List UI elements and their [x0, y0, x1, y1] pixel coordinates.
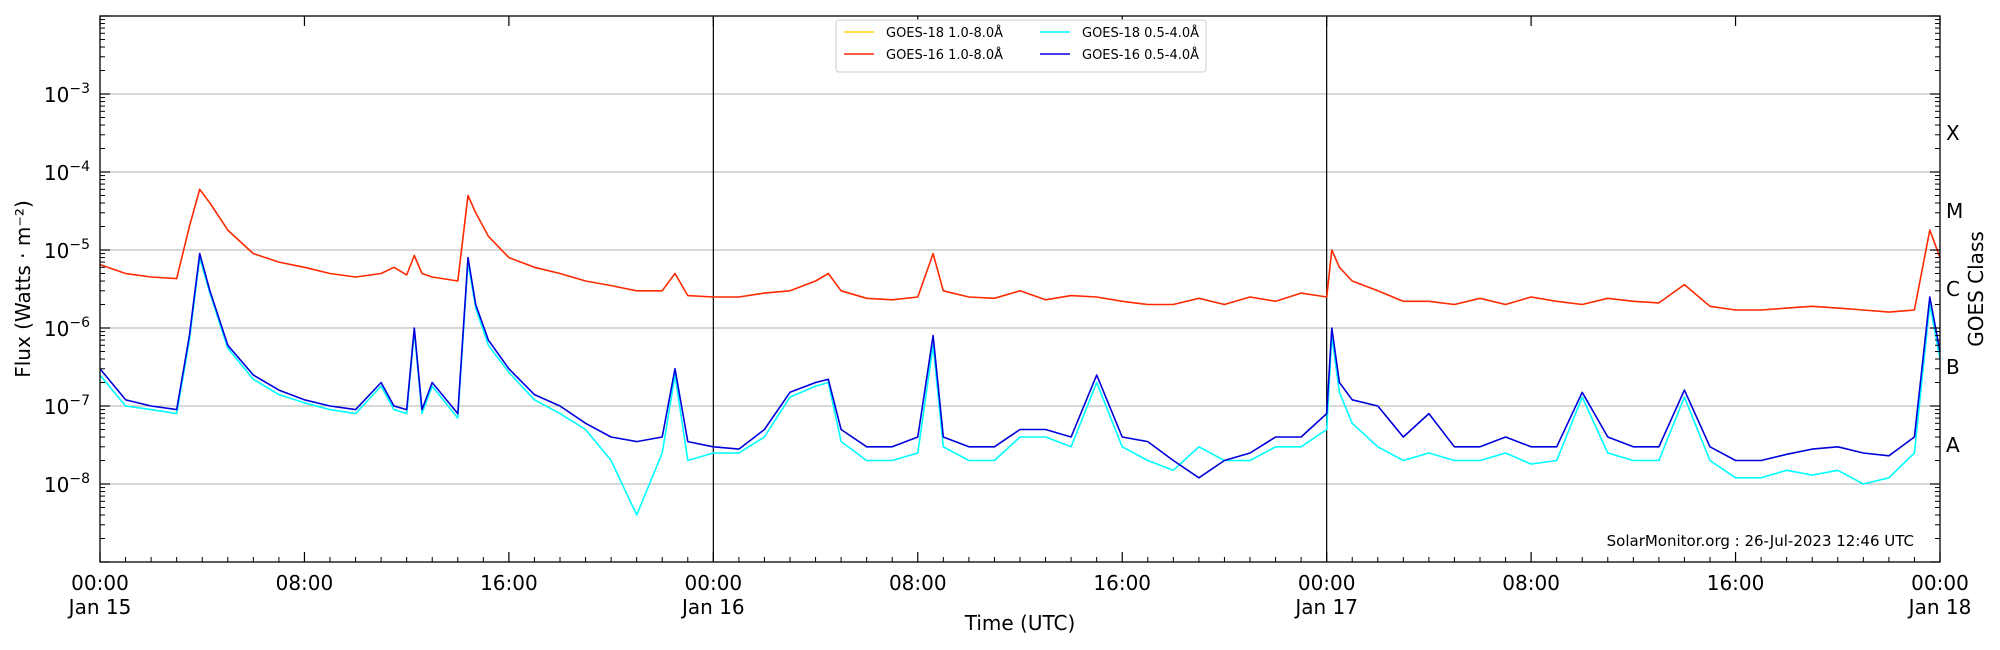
legend-label: GOES-18 0.5-4.0Å: [1082, 25, 1199, 41]
y-tick-label: 10−3: [44, 81, 90, 107]
x-tick-label-date: Jan 16: [680, 595, 745, 619]
day-boundaries: [712, 16, 1328, 562]
y-tick-label: 10−7: [44, 393, 90, 419]
goes-class-label: C: [1946, 277, 1960, 301]
series-line-goes-16-1-0-8-0: [99, 188, 1941, 313]
y-tick-labels: 10−8 10−7 10−6 10−5 10−4 10−3: [44, 81, 90, 497]
x-tick-label-time: 00:00: [1298, 571, 1356, 595]
legend-box: [835, 19, 1207, 73]
x-tick-label-time: 00:00: [71, 571, 129, 595]
series-line-goes-18-0-5-4-0: [99, 256, 1941, 516]
y-tick-label: 10−5: [44, 237, 90, 263]
goes-class-labels: A B C M X: [1946, 121, 1963, 457]
x-tick-label-date: Jan 18: [1907, 595, 1972, 619]
y-tick-label: 10−6: [44, 315, 90, 341]
goes-class-label: A: [1946, 433, 1960, 457]
x-tick-label-time: 16:00: [1093, 571, 1151, 595]
x-tick-label-time: 08:00: [1502, 571, 1560, 595]
legend-label: GOES-16 1.0-8.0Å: [886, 47, 1003, 63]
x-tick-label-date: Jan 15: [67, 595, 132, 619]
series-lines: [99, 188, 1941, 516]
x-tick-label-time: 00:00: [1911, 571, 1969, 595]
credit-annotation: SolarMonitor.org : 26-Jul-2023 12:46 UTC: [1607, 532, 1914, 550]
series-line-goes-16-0-5-4-0: [99, 252, 1941, 479]
goes-class-label: B: [1946, 355, 1960, 379]
goes-class-label: M: [1946, 199, 1963, 223]
y-tick-label: 10−8: [44, 471, 90, 497]
y-tick-label: 10−4: [44, 159, 90, 185]
legend-label: GOES-16 0.5-4.0Å: [1082, 47, 1199, 63]
x-tick-label-time: 00:00: [685, 571, 743, 595]
x-tick-label-time: 08:00: [276, 571, 334, 595]
y2-axis-title: GOES Class: [1964, 231, 1988, 347]
x-tick-label-time: 16:00: [480, 571, 538, 595]
x-tick-label-time: 16:00: [1707, 571, 1765, 595]
x-axis-title: Time (UTC): [964, 611, 1076, 635]
legend-label: GOES-18 1.0-8.0Å: [886, 25, 1003, 41]
goes-class-label: X: [1946, 121, 1960, 145]
x-tick-label-time: 08:00: [889, 571, 947, 595]
axis-ticks: [99, 15, 1941, 563]
x-tick-label-date: Jan 17: [1293, 595, 1358, 619]
legend: GOES-18 1.0-8.0Å GOES-18 0.5-4.0Å GOES-16 …: [835, 19, 1207, 73]
y-axis-title: Flux (Watts · m⁻²): [11, 200, 35, 378]
